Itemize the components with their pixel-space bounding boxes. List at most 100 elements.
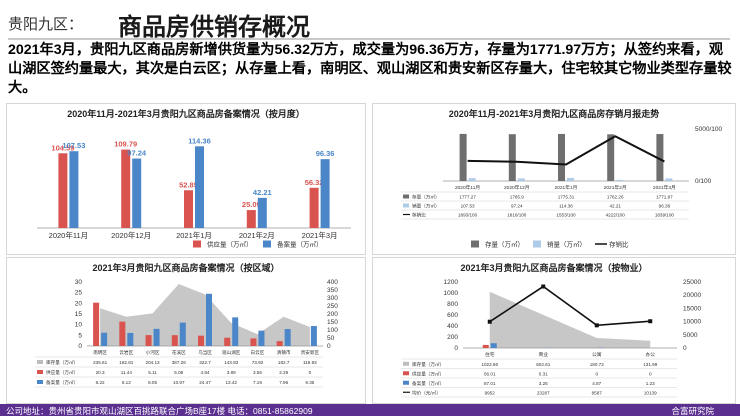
page-title: 商品房供销存概况 [118,7,310,42]
table-cell: 10139 [644,390,657,395]
y-tick-label: 0 [454,345,458,352]
legend-swatch [193,241,201,248]
table-cell: 13.42 [225,380,237,385]
legend-label: 存销比 [609,240,629,249]
data-label: 42.21 [253,188,272,197]
price-marker [541,285,545,289]
table-cell: 73.92 [252,360,264,365]
footer-brand: 合富研究院 [671,405,714,417]
table-cell: 10.97 [173,380,185,385]
table-cell: 1762.26 [607,195,624,200]
y-tick-label-right: 15000 [683,305,701,312]
y-tick-label-right: 150 [327,319,338,326]
chart-title: 2020年11月-2021年3月贵阳九区商品房备案情况（按月度） [7,107,365,120]
legend-swatch [471,241,479,248]
table-cell: 24.47 [199,380,211,385]
bar-supply [198,336,204,346]
header-divider [8,38,730,40]
chart-title: 2020年11月-2021年3月贵阳九区商品房存销月报走势 [373,107,735,120]
bar-supply [172,335,178,346]
table-row-swatch [403,362,409,366]
x-tick-label: 商业 [538,351,548,358]
table-cell: 180.72 [590,362,604,367]
data-label: 97.24 [127,149,147,158]
y-tick-label-right: 20000 [683,292,701,299]
x-tick-label: 花溪区 [172,349,186,356]
bar-deal [206,294,212,346]
table-cell: 182.81 [119,360,133,365]
region-label: 贵阳九区： [8,13,83,34]
y-tick-label-right: 350 [327,287,338,294]
legend-label: 供应量（万㎡） [207,240,253,249]
bar-stock [460,134,467,181]
table-cell: 0.31 [539,371,548,376]
y-tick-label-right: 10000 [683,319,701,326]
bar-stock [558,134,565,181]
table-cell: 107.53 [461,204,475,209]
bar [121,150,130,228]
table-cell: 235.61 [93,360,107,365]
bar-deal [154,329,160,346]
data-label: 96.36 [316,149,335,158]
bar-deal [232,317,238,346]
table-row-label: 销量（万㎡） [412,203,440,210]
table-cell: 143.93 [224,360,238,365]
y-tick-label: 1200 [444,279,459,286]
table-cell: 602.61 [536,362,550,367]
table-cell: 20.3 [96,370,105,375]
table-cell: 2.29 [279,370,288,375]
ratio-line [468,136,665,164]
x-tick-label: 白云区 [251,349,265,356]
table-cell: 0 [309,370,312,375]
y-tick-label: 5 [78,332,82,339]
bar [58,153,67,228]
y-tick-label: 20 [75,300,83,307]
x-tick-label: 2021年3月 [302,230,338,240]
table-row-label: 存销比 [412,212,426,219]
bar-deal [180,323,186,346]
x-tick-label: 住宅 [485,351,495,358]
table-cell: 0 [649,371,652,376]
bar-supply [93,303,99,346]
y-tick-label-right: 5000 [683,332,698,339]
table-cell: 131.99 [643,362,657,367]
x-tick-label: 2020年11月 [455,184,480,191]
bar [321,159,330,228]
x-tick-label: 2021年1月 [555,184,578,191]
x-tick-label: 公寓 [592,351,602,358]
bar-supply [146,335,152,346]
y-tick-label-right: 0 [683,345,687,352]
bar-supply [250,338,256,346]
table-row-swatch [403,381,409,385]
bar-deal [311,326,317,346]
bar [69,151,78,228]
x-tick-label: 观山湖区 [222,349,241,356]
y-tick-label-right: 300 [327,295,338,302]
bar-supply [119,322,125,346]
x-tick-label: 2021年1月 [176,230,212,240]
table-cell: 1775.31 [558,195,575,200]
table-cell: 1022.66 [481,362,498,367]
x-tick-label: 2021年2月 [604,184,627,191]
table-row-label: 均价（元/㎡） [412,389,441,396]
table-cell: 387.26 [172,360,186,365]
table-cell: 1777.27 [459,195,476,200]
stock-area [490,292,651,348]
legend-swatch [263,241,271,248]
x-tick-label: 2021年3月 [653,184,676,191]
y-tick-label: 800 [447,301,458,308]
bar [184,190,193,228]
legend-label: 销量（万㎡） [547,240,586,249]
y-tick-label-right: 400 [327,279,338,286]
y-tick-label-right: 100 [327,327,338,334]
data-label: 114.36 [188,136,211,145]
table-cell: 1839/100 [655,213,675,218]
y-tick-label-right: 0 [327,343,331,350]
x-tick-label: 2020年12月 [504,184,530,191]
table-cell: 182.7 [278,360,290,365]
y-tick-label-right: 250 [327,303,338,310]
table-row-label: 备案量（万㎡） [412,380,444,387]
table-cell: 9952 [485,390,496,395]
